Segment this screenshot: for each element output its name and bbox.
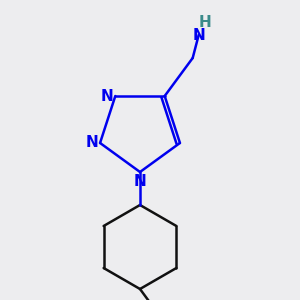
- Text: N: N: [192, 28, 205, 43]
- Text: H: H: [198, 14, 211, 29]
- Text: N: N: [86, 136, 98, 151]
- Text: N: N: [134, 175, 146, 190]
- Text: N: N: [101, 88, 114, 104]
